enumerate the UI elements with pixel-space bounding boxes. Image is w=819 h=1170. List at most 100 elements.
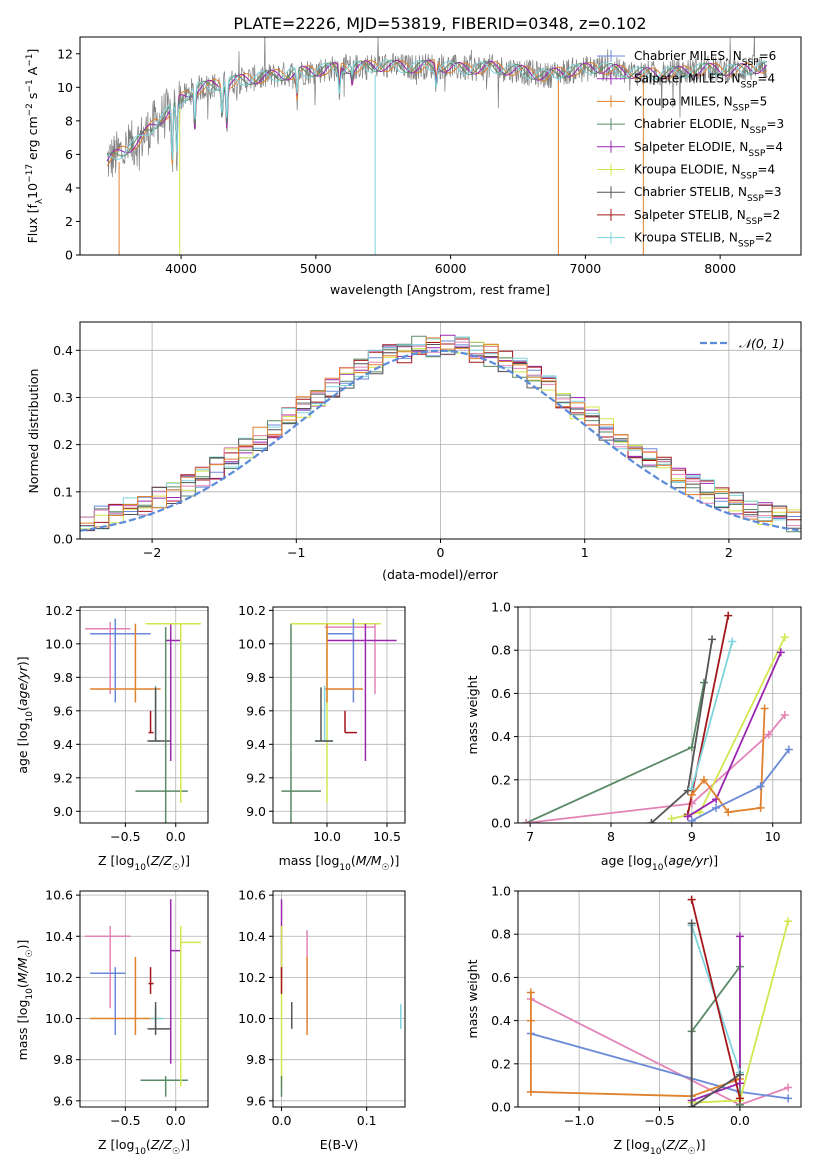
y-tick-label: 4 [65, 180, 73, 195]
x-tick-label: 8000 [704, 261, 736, 276]
x-tick-label: 0.0 [166, 829, 186, 844]
weight-series-chabrier_elodie [525, 682, 705, 823]
weight-marker [780, 633, 789, 642]
y-tick-label: 0.8 [491, 643, 511, 658]
x-tick-label: 0.0 [166, 1113, 186, 1128]
x-tick-label: 0.0 [730, 1113, 750, 1128]
y-axis-label: Normed distribution [26, 369, 41, 494]
y-tick-label: 12 [57, 46, 73, 61]
y-tick-label: 9.2 [53, 770, 73, 785]
weight-series-kroupa_stelib [690, 641, 734, 789]
plot-area [526, 895, 793, 1107]
axes-mass_vs_ebv: 0.0 0.1 9.6 9.8 10.0 10.2 10.4 10.6 E(B-V) [238, 888, 406, 1152]
weight-marker [735, 1070, 744, 1079]
x-tick-label: 1 [581, 545, 589, 560]
axes-age_vs_Z: −0.5 0.0 9.0 9.2 9.4 9.6 9.8 10.0 10.2 Z [log10(Z… [15, 603, 209, 873]
y-tick-label: 0.2 [491, 772, 511, 787]
y-tick-label: 9.6 [246, 1093, 266, 1108]
axes-frame [79, 321, 802, 540]
weight-marker [728, 637, 737, 646]
y-tick-label: 10.6 [238, 888, 266, 903]
weight-series-salpeter_stelib [690, 899, 741, 1099]
weight-marker [647, 819, 656, 823]
y-tick-label: 9.6 [246, 703, 266, 718]
y-tick-label: 9.8 [246, 1052, 266, 1067]
weight-marker [687, 816, 696, 823]
legend-label: Salpeter STELIB, NSSP=2 [634, 208, 780, 227]
weight-series-chabrier_stelib [650, 639, 713, 823]
y-tick-label: 9.8 [53, 1052, 73, 1067]
y-tick-label: 9.0 [246, 804, 266, 819]
y-tick-label: 9.0 [53, 804, 73, 819]
gaussian-curve [80, 349, 801, 532]
weight-marker [526, 988, 535, 997]
weight-marker [735, 1079, 744, 1088]
weight-marker [780, 711, 789, 719]
weight-marker [526, 1087, 535, 1096]
y-tick-label: 9.6 [53, 703, 73, 718]
y-tick-label: 0.0 [491, 1100, 511, 1115]
axes-frame [79, 606, 209, 824]
legend-label: 𝒩(0, 1) [739, 336, 785, 351]
y-tick-label: 9.6 [53, 1093, 73, 1108]
weight-marker [764, 730, 773, 739]
x-tick-label: −0.5 [110, 829, 140, 844]
legend-label: Salpeter ELODIE, NSSP=4 [634, 140, 783, 159]
weight-series-chabrier_stelib [690, 923, 741, 1107]
axes-frame [79, 36, 802, 256]
y-axis-label: mass weight [465, 675, 480, 754]
weight-marker [784, 745, 793, 754]
x-axis-label: mass [log10(M/M☉)] [279, 853, 400, 873]
weight-marker [784, 917, 793, 926]
weight-marker [687, 790, 696, 799]
y-tick-label: 10.0 [45, 636, 73, 651]
x-axis-label: (data-model)/error [382, 567, 499, 582]
x-tick-label: −1.0 [564, 1113, 594, 1128]
y-tick-label: 10.2 [238, 603, 266, 618]
weight-marker [784, 1094, 793, 1103]
y-tick-label: 0.1 [53, 484, 73, 499]
x-axis-label: Z [log10(Z/Z☉)] [98, 853, 190, 873]
y-tick-label: 10.0 [45, 1011, 73, 1026]
x-axis-label: Z [log10(Z/Z☉)] [614, 1137, 706, 1157]
weight-marker [784, 1083, 793, 1092]
axes-weight_vs_Z: −1.0 −0.5 0.0 0.0 0.2 0.4 0.6 0.8 1.0 Z [log10(Z/… [465, 884, 802, 1157]
axes-frame [272, 890, 406, 1108]
axes-frame [517, 890, 802, 1108]
histogram-kroupa_miles [80, 337, 801, 539]
weight-marker [735, 1094, 744, 1103]
plot-area [106, 37, 768, 255]
x-tick-label: 4000 [165, 261, 197, 276]
plot-area [80, 334, 801, 539]
x-tick-label: 6000 [435, 261, 467, 276]
legend-label: Kroupa ELODIE, NSSP=4 [634, 163, 775, 182]
plot-area [522, 611, 793, 823]
plot-area [85, 618, 201, 823]
legend-label: Salpeter MILES, NSSP=4 [634, 72, 775, 91]
y-tick-label: 0.4 [491, 729, 511, 744]
y-tick-label: 10 [57, 80, 73, 95]
x-axis-label: age [log10(age/yr)] [601, 853, 718, 873]
x-tick-label: −0.5 [644, 1113, 674, 1128]
y-tick-label: 0.4 [491, 1013, 511, 1028]
weight-marker [712, 803, 721, 812]
plot-area [85, 899, 201, 1097]
weight-marker [667, 814, 676, 823]
y-axis-label: mass weight [465, 959, 480, 1038]
x-tick-label: 10.0 [313, 829, 341, 844]
weight-marker [687, 1103, 696, 1107]
weight-marker [724, 808, 733, 817]
y-tick-label: 10.4 [45, 929, 73, 944]
y-tick-label: 9.8 [53, 670, 73, 685]
weight-series-chabrier_miles [691, 749, 790, 822]
axes-weight_vs_age: 7 8 9 10 0.0 0.2 0.4 0.6 0.8 1.0 age [log10(age/yr… [465, 600, 802, 873]
weight-marker [724, 611, 733, 620]
y-tick-label: 1.0 [491, 884, 511, 899]
y-tick-label: 10.2 [45, 603, 73, 618]
y-tick-label: 9.4 [246, 737, 266, 752]
x-tick-label: 7000 [569, 261, 601, 276]
y-axis-label: Flux [fλ10−17 erg cm−2 s−1 A−1] [25, 49, 45, 244]
y-tick-label: 9.2 [246, 770, 266, 785]
axes-frame [272, 606, 406, 824]
